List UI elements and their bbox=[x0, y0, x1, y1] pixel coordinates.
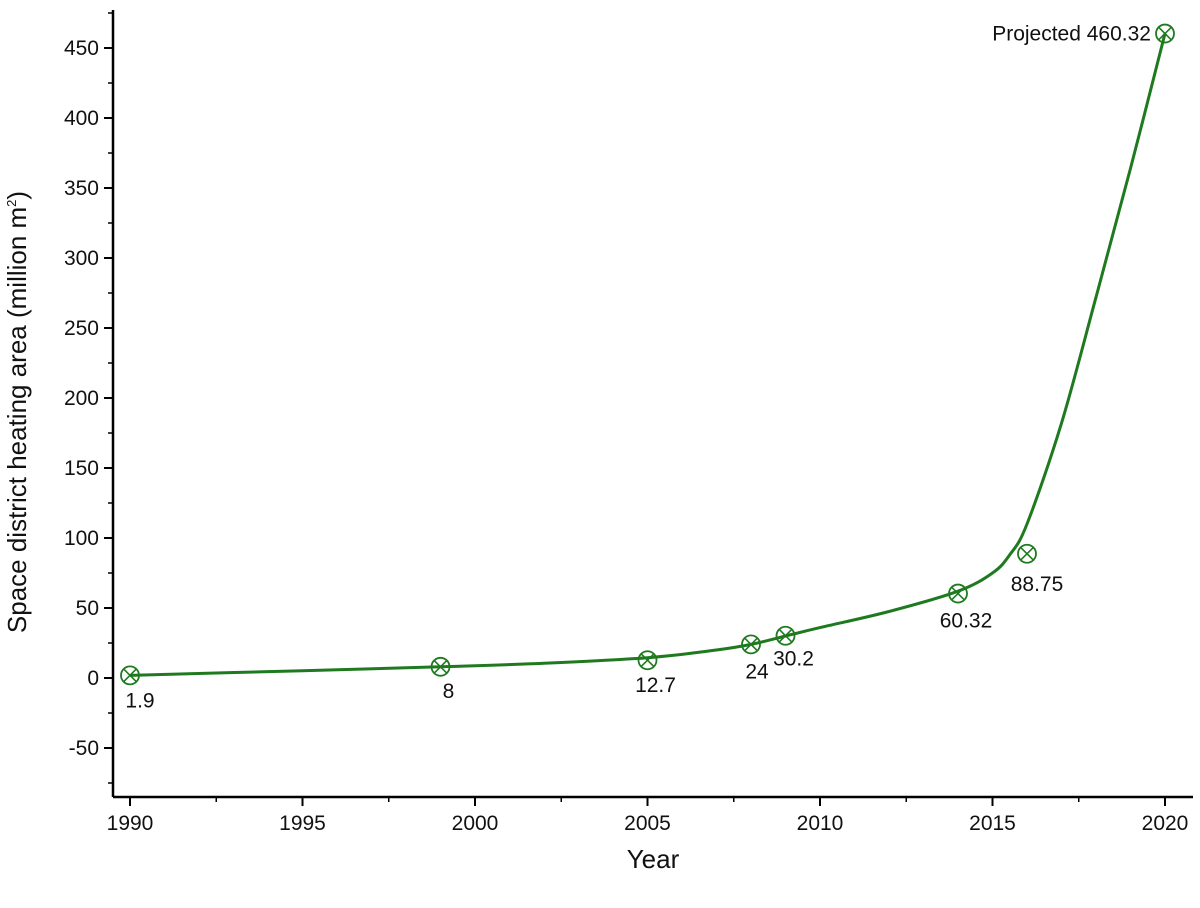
y-tick-label: 100 bbox=[64, 527, 99, 550]
data-point-marker bbox=[741, 634, 761, 655]
x-tick-label: 2020 bbox=[1142, 812, 1189, 835]
data-point-marker bbox=[120, 665, 140, 686]
marker-cross bbox=[123, 668, 137, 683]
marker-cross bbox=[778, 628, 793, 643]
y-tick-label: 400 bbox=[64, 107, 99, 130]
data-label: Projected 460.32 bbox=[992, 23, 1151, 46]
x-tick-label: 2000 bbox=[452, 812, 499, 835]
data-point-marker bbox=[1155, 23, 1175, 44]
x-tick-label: 2010 bbox=[797, 812, 844, 835]
x-tick-label: 2015 bbox=[969, 812, 1016, 835]
data-point-marker bbox=[948, 583, 968, 604]
data-point-marker bbox=[430, 656, 451, 677]
marker-cross bbox=[951, 586, 965, 601]
marker-circle bbox=[430, 656, 451, 677]
marker-circle bbox=[948, 583, 968, 604]
marker-circle bbox=[1155, 23, 1175, 44]
y-tick-label: 150 bbox=[64, 457, 99, 480]
ticks: -50 0 50 100 150 200 250 300 350 400 450 1990 1995 20… bbox=[64, 12, 1189, 835]
data-label: 1.9 bbox=[125, 689, 154, 712]
marker-cross bbox=[640, 653, 655, 668]
data-label: 60.32 bbox=[940, 610, 993, 633]
y-axis-title-main: Space district heating area (million m bbox=[2, 207, 32, 633]
marker-cross bbox=[1020, 546, 1034, 561]
data-point-marker bbox=[637, 650, 658, 671]
y-tick-label: -50 bbox=[69, 737, 99, 760]
marker-circle bbox=[741, 634, 761, 655]
marker-circle bbox=[1017, 543, 1037, 564]
marker-cross bbox=[433, 659, 448, 674]
y-tick-label: 0 bbox=[87, 667, 99, 690]
x-tick-label: 2005 bbox=[624, 812, 671, 835]
x-tick-label: 1990 bbox=[107, 812, 154, 835]
y-axis-title-sup: 2 bbox=[4, 200, 19, 207]
marker-circle bbox=[120, 665, 140, 686]
data-label: 8 bbox=[443, 680, 455, 703]
x-tick-label: 1995 bbox=[279, 812, 326, 835]
marker-cross bbox=[744, 637, 758, 652]
y-axis-title-end: ) bbox=[2, 191, 32, 200]
y-tick-label: 450 bbox=[64, 37, 99, 60]
series-line bbox=[129, 33, 1167, 677]
data-point-marker bbox=[1017, 543, 1037, 564]
data-point-marker bbox=[775, 625, 796, 646]
markers bbox=[120, 23, 1175, 686]
data-label: 88.75 bbox=[1011, 573, 1064, 596]
y-axis-title: Space district heating area (million m2) bbox=[2, 191, 32, 633]
y-tick-label: 50 bbox=[76, 597, 99, 620]
marker-cross bbox=[1158, 26, 1172, 41]
x-axis-title: Year bbox=[627, 844, 680, 874]
y-tick-label: 250 bbox=[64, 317, 99, 340]
data-label: 24 bbox=[745, 660, 769, 683]
data-label: 30.2 bbox=[773, 648, 814, 671]
marker-circle bbox=[775, 625, 796, 646]
y-tick-label: 300 bbox=[64, 247, 99, 270]
marker-circle bbox=[637, 650, 658, 671]
y-tick-label: 350 bbox=[64, 177, 99, 200]
curve bbox=[129, 33, 1167, 677]
y-tick-label: 200 bbox=[64, 387, 99, 410]
data-label: 12.7 bbox=[635, 674, 676, 697]
axes bbox=[111, 10, 1193, 799]
